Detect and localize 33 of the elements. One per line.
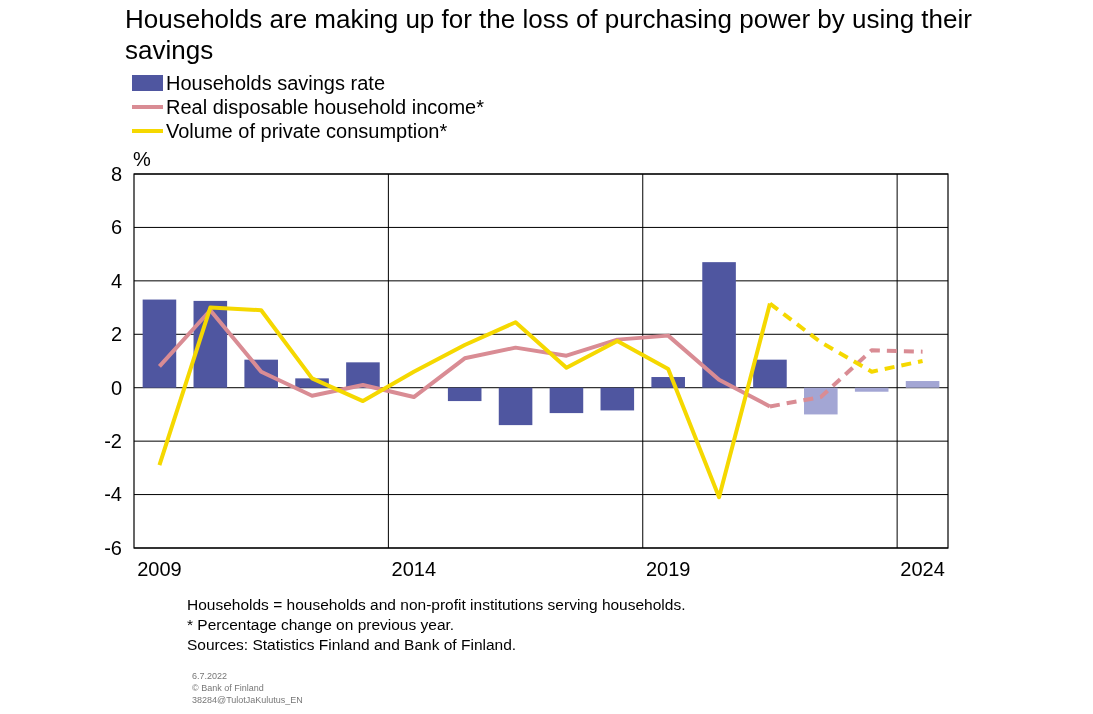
text: 38284@TulotJaKulutus_EN [192, 695, 303, 705]
legend-label: Volume of private consumption* [166, 120, 448, 142]
y-tick-label: -2 [104, 430, 122, 453]
y-tick-label: 8 [110, 162, 122, 185]
y-tick-label: 4 [110, 269, 122, 292]
x-tick-label: 2014 [391, 558, 437, 581]
y-tick-label: 2 [110, 323, 122, 346]
bar [600, 387, 635, 411]
bar [753, 359, 787, 388]
bar [447, 387, 482, 402]
bar [854, 387, 889, 392]
source-note: Sources: Statistics Finland and Bank of Finland. [187, 636, 517, 653]
legend-label: Real disposable household income* [166, 96, 485, 118]
y-tick-label: -4 [104, 483, 122, 506]
x-tick-label: 2009 [137, 558, 182, 581]
text: Households = households and non-profit institutions serving households. [187, 596, 686, 613]
bar [142, 299, 177, 388]
y-tick-label: -6 [104, 536, 122, 559]
text: 6.7.2022 [192, 671, 228, 681]
y-axis-title: % [133, 148, 151, 170]
bar [905, 381, 940, 388]
chart-title: Households are making up for the loss of purchasing power by using their savings [125, 4, 973, 65]
bar [804, 387, 838, 415]
x-tick-label: 2019 [645, 558, 691, 581]
text: © Bank of Finland [192, 683, 264, 693]
legend-label: Households savings rate [166, 72, 386, 94]
y-tick-label: 6 [110, 216, 122, 239]
y-tick-label: 0 [110, 376, 122, 399]
bar [549, 387, 584, 414]
bar [498, 387, 533, 426]
x-tick-label: 2024 [900, 558, 945, 581]
text: * Percentage change on previous year. [187, 616, 455, 633]
bar [702, 262, 736, 388]
